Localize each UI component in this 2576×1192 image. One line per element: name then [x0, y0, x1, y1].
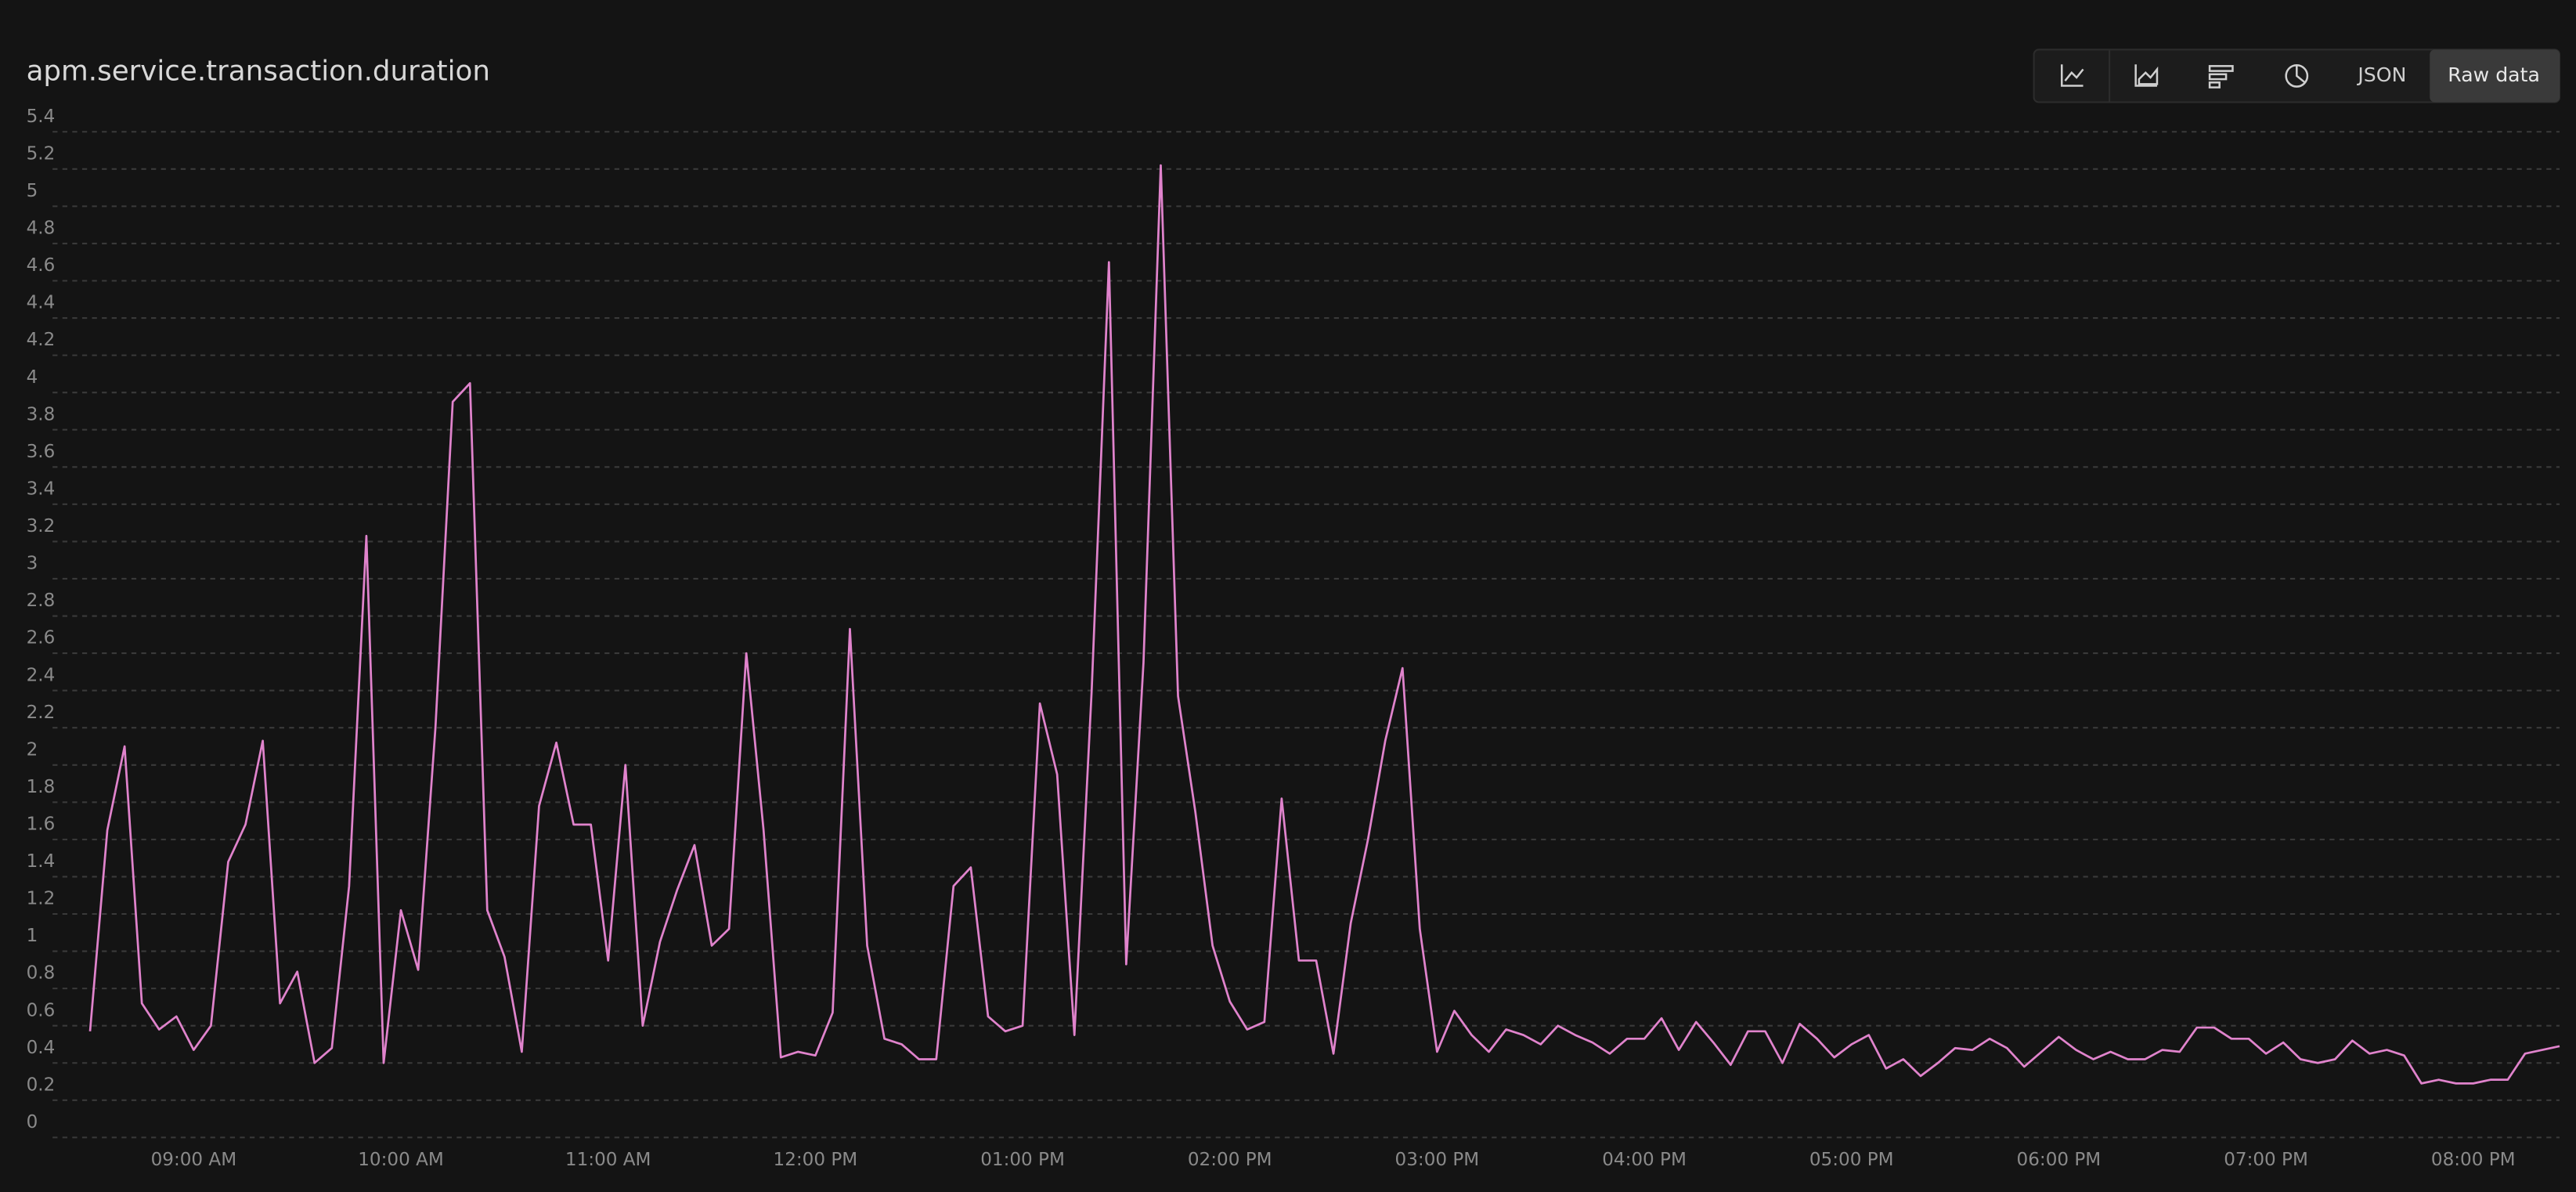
y-tick-label: 5.4 [27, 107, 56, 127]
x-tick-label: 03:00 PM [1395, 1150, 1480, 1170]
area-chart-icon[interactable] [2134, 64, 2159, 87]
y-tick-label: 3.4 [27, 479, 56, 499]
x-tick-label: 02:00 PM [1188, 1150, 1272, 1170]
y-tick-label: 1.6 [27, 815, 56, 835]
x-tick-label: 05:00 PM [1809, 1150, 1894, 1170]
y-tick-label: 2.2 [27, 703, 56, 723]
pie-chart-icon[interactable] [2285, 64, 2309, 88]
y-tick-label: 0.6 [27, 1000, 56, 1020]
active-button-bg [2430, 49, 2560, 103]
y-tick-label: 3.6 [27, 442, 56, 462]
y-tick-label: 3 [27, 554, 38, 574]
y-tick-label: 0.8 [27, 963, 56, 984]
y-tick-label: 5 [27, 181, 38, 201]
y-tick-label: 4.2 [27, 330, 56, 350]
y-tick-label: 4.6 [27, 255, 56, 276]
x-tick-label: 08:00 PM [2431, 1150, 2516, 1170]
data-line [88, 164, 2560, 1085]
x-tick-label: 06:00 PM [2017, 1150, 2102, 1170]
y-tick-label: 2 [27, 739, 38, 760]
json-button[interactable]: JSON [2356, 63, 2406, 86]
toolbar: JSON Raw data [2033, 49, 2561, 103]
y-tick-label: 2.6 [27, 628, 56, 648]
x-tick-label: 11:00 AM [565, 1150, 651, 1170]
y-tick-label: 2.4 [27, 665, 56, 685]
y-tick-label: 3.2 [27, 516, 56, 536]
line-chart-icon[interactable] [2061, 64, 2084, 87]
raw-data-button[interactable]: Raw data [2448, 63, 2540, 86]
x-tick-label: 09:00 AM [151, 1150, 237, 1170]
y-tick-label: 5.2 [27, 143, 56, 164]
y-tick-label: 0.4 [27, 1038, 56, 1058]
y-tick-label: 3.8 [27, 404, 56, 424]
y-tick-label: 2.8 [27, 591, 56, 611]
y-tick-label: 1.4 [27, 851, 56, 872]
y-tick-label: 1 [27, 926, 38, 946]
x-tick-label: 12:00 PM [774, 1150, 858, 1170]
y-tick-label: 1.2 [27, 889, 56, 909]
chart-title: apm.service.transaction.duration [27, 56, 490, 88]
x-tick-label: 04:00 PM [1602, 1150, 1687, 1170]
bar-chart-icon[interactable] [2208, 65, 2234, 88]
y-tick-label: 0.2 [27, 1075, 56, 1095]
x-tick-label: 01:00 PM [980, 1150, 1065, 1170]
y-tick-label: 0 [27, 1112, 38, 1132]
x-tick-label: 10:00 AM [358, 1150, 444, 1170]
y-tick-label: 4 [27, 367, 38, 388]
x-tick-label: 07:00 PM [2224, 1150, 2308, 1170]
y-tick-label: 4.8 [27, 219, 56, 239]
y-tick-label: 1.8 [27, 777, 56, 797]
y-tick-label: 4.4 [27, 293, 56, 313]
